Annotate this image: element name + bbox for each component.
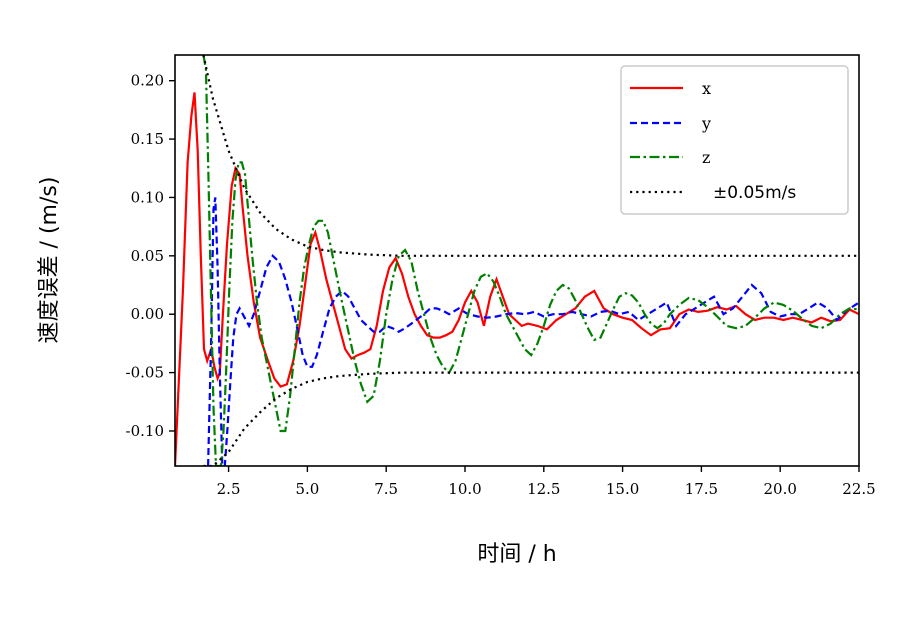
legend-label-y: y [701, 114, 711, 133]
x-tick-label: 12.5 [527, 480, 560, 498]
y-tick-label: -0.05 [126, 364, 164, 382]
x-tick-label: 20.0 [763, 480, 796, 498]
x-tick-label: 2.5 [217, 480, 241, 498]
y-tick-label: 0.15 [131, 130, 164, 148]
y-axis-label: 速度误差 / (m/s) [37, 177, 62, 344]
x-axis-ticks: 2.5 5.0 7.5 10.0 12.5 15.0 17.5 20.0 22.5 [217, 466, 876, 498]
y-tick-label: 0.10 [131, 188, 164, 206]
legend-label-bound: ±0.05m/s [713, 183, 796, 203]
x-tick-label: 22.5 [842, 480, 875, 498]
series-layer [175, 55, 859, 466]
legend-box [620, 65, 849, 215]
series-bound-lower [203, 371, 859, 466]
x-tick-label: 5.0 [295, 480, 319, 498]
x-axis-label: 时间 / h [477, 542, 556, 567]
y-tick-label: -0.10 [126, 422, 164, 440]
legend: xyz±0.05m/s [620, 65, 849, 215]
y-tick-label: 0.05 [131, 247, 164, 265]
x-tick-label: 15.0 [606, 480, 639, 498]
legend-label-x: x [702, 79, 711, 98]
y-axis-ticks: 0.20 0.15 0.10 0.05 0.00 -0.05 -0.10 [126, 72, 175, 440]
x-tick-label: 7.5 [374, 480, 398, 498]
y-tick-label: 0.20 [131, 72, 164, 90]
plot-frame [174, 54, 860, 467]
x-tick-label: 10.0 [448, 480, 481, 498]
series-line-z [202, 55, 859, 466]
legend-label-z: z [702, 148, 710, 167]
series-line-y [207, 197, 859, 466]
x-tick-label: 17.5 [685, 480, 718, 498]
y-tick-label: 0.00 [131, 305, 164, 323]
